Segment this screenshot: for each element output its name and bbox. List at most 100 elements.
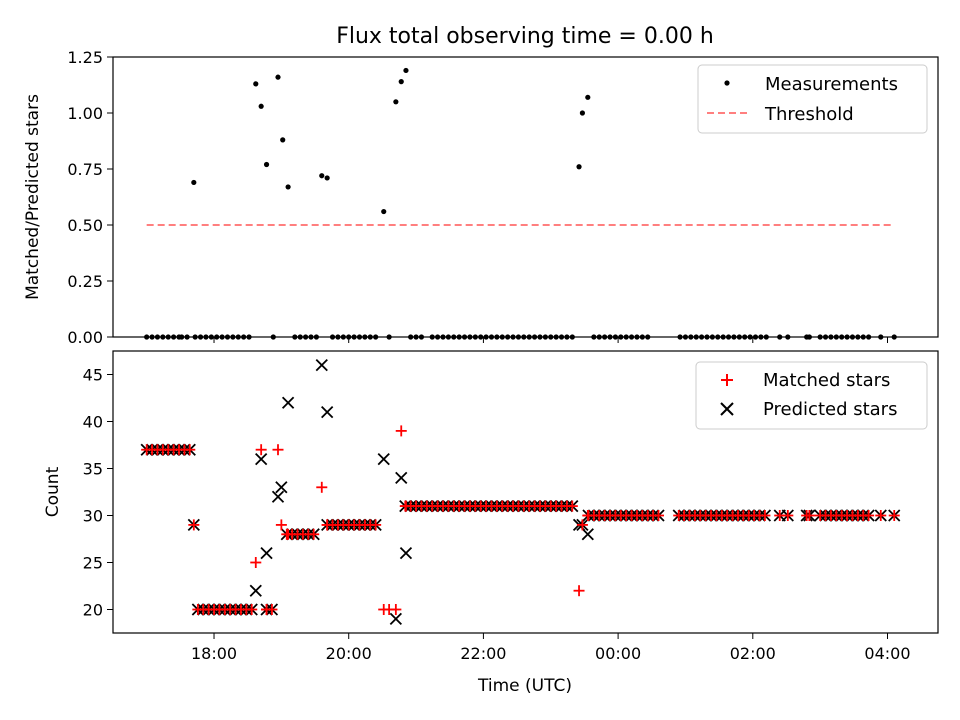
predicted-star-point bbox=[260, 546, 273, 560]
matched-star-point bbox=[759, 510, 771, 521]
predicted-star-point bbox=[377, 452, 390, 466]
matched-star-point bbox=[653, 510, 665, 521]
measurement-point bbox=[576, 164, 582, 170]
bottom-plot-marks bbox=[140, 358, 901, 626]
matched-star-point bbox=[261, 604, 273, 615]
predicted-star-point bbox=[275, 481, 288, 494]
matched-star-point bbox=[188, 519, 200, 531]
x-axis-label: Time (UTC) bbox=[477, 676, 572, 696]
bottom-legend-box bbox=[695, 361, 928, 430]
legend-predicted-label: Predicted stars bbox=[763, 399, 897, 420]
predicted-star-point bbox=[255, 452, 268, 466]
matched-star-point bbox=[184, 444, 196, 456]
matched-star-point bbox=[275, 519, 287, 531]
measurement-point bbox=[393, 99, 399, 105]
predicted-star-point bbox=[395, 471, 408, 485]
top-legend: Measurements Threshold bbox=[697, 64, 928, 134]
top-y-tick-label: 0.75 bbox=[67, 160, 103, 179]
top-y-axis-label: Matched/Predicted stars bbox=[23, 94, 43, 300]
matched-star-point bbox=[395, 425, 407, 437]
legend-measurements-marker bbox=[724, 80, 730, 86]
predicted-cross-b bbox=[399, 546, 413, 560]
matched-star-point bbox=[321, 519, 333, 531]
matched-star-point bbox=[390, 604, 402, 615]
bottom-y-tick-label: 40 bbox=[83, 413, 103, 432]
matched-star-point bbox=[576, 519, 588, 531]
legend-matched-label: Matched stars bbox=[763, 370, 890, 391]
measurement-point bbox=[381, 208, 387, 215]
x-tick-label: 20:00 bbox=[326, 644, 372, 663]
predicted-cross-b bbox=[321, 405, 334, 419]
bottom-y-axis-label: Count bbox=[43, 466, 63, 517]
matched-star-point bbox=[863, 510, 875, 521]
predicted-cross-b bbox=[249, 584, 262, 597]
top-panel: 0.00 0.25 0.50 0.75 1.00 1.25 Matched/Predict… bbox=[23, 48, 939, 347]
bottom-y-tick-label: 35 bbox=[83, 460, 103, 479]
matched-star-point bbox=[272, 444, 284, 456]
matched-star-point bbox=[246, 604, 258, 615]
x-tick-label: 22:00 bbox=[460, 644, 506, 663]
matched-star-point bbox=[582, 510, 594, 521]
predicted-star-point bbox=[581, 528, 594, 541]
top-y-tick-label: 0.25 bbox=[67, 272, 103, 291]
measurement-point bbox=[579, 110, 586, 116]
measurement-point bbox=[585, 94, 591, 100]
matched-star-point bbox=[316, 481, 328, 493]
top-y-tick-label: 1.00 bbox=[67, 104, 103, 123]
top-legend-box bbox=[697, 64, 928, 134]
chart-title: Flux total observing time = 0.00 h bbox=[336, 24, 714, 49]
bottom-y-tick-label: 20 bbox=[83, 601, 103, 620]
bottom-panel: 18:00 20:00 22:00 00:00 02:00 04:00 20 25 30 35 40… bbox=[43, 350, 939, 696]
matched-star-point bbox=[308, 528, 320, 540]
predicted-cross-b bbox=[395, 471, 408, 485]
predicted-star-point bbox=[271, 490, 285, 503]
predicted-cross-b bbox=[275, 481, 288, 494]
measurement-point bbox=[324, 175, 330, 181]
measurement-point bbox=[403, 67, 409, 74]
matched-star-point bbox=[573, 585, 585, 597]
predicted-cross-b bbox=[389, 612, 402, 626]
legend-measurements-label: Measurements bbox=[765, 74, 898, 95]
legend-threshold-label: Threshold bbox=[764, 104, 854, 125]
matched-star-point bbox=[803, 510, 815, 521]
measurement-point bbox=[275, 74, 281, 80]
matched-star-point bbox=[400, 500, 412, 512]
measurement-point bbox=[319, 173, 325, 179]
predicted-star-point bbox=[389, 612, 402, 626]
measurement-point bbox=[398, 79, 404, 85]
predicted-cross-b bbox=[260, 546, 273, 560]
matched-star-point bbox=[888, 510, 900, 521]
measurement-point bbox=[191, 179, 197, 186]
bottom-legend: Matched stars Predicted stars bbox=[695, 361, 928, 430]
predicted-star-point bbox=[315, 358, 328, 372]
x-tick-label: 00:00 bbox=[595, 644, 641, 663]
top-y-tick-label: 0.00 bbox=[67, 328, 103, 347]
matched-star-point bbox=[782, 510, 794, 521]
measurement-point bbox=[285, 184, 291, 190]
matched-star-point bbox=[250, 557, 262, 568]
matched-star-point bbox=[282, 528, 294, 540]
predicted-star-point bbox=[281, 396, 295, 409]
top-y-tick-label: 0.50 bbox=[67, 216, 103, 235]
predicted-star-point bbox=[249, 584, 262, 597]
x-tick-label: 18:00 bbox=[191, 644, 237, 663]
predicted-cross-b bbox=[255, 452, 268, 466]
legend-predicted-marker bbox=[720, 402, 734, 416]
matched-star-point bbox=[566, 500, 578, 512]
matched-star-point bbox=[370, 519, 382, 531]
x-tick-label: 04:00 bbox=[864, 644, 910, 663]
top-axes-frame bbox=[112, 56, 939, 338]
top-axis-ticks: 0.00 0.25 0.50 0.75 1.00 1.25 bbox=[67, 48, 888, 347]
predicted-cross-b bbox=[377, 452, 390, 466]
measurement-point bbox=[258, 103, 264, 109]
predicted-cross-b bbox=[281, 396, 295, 409]
predicted-star-point bbox=[399, 546, 413, 560]
bottom-y-tick-label: 25 bbox=[83, 554, 103, 573]
predicted-cross-b bbox=[581, 528, 594, 541]
bottom-axis-ticks: 18:00 20:00 22:00 00:00 02:00 04:00 20 25 30 35 40… bbox=[83, 366, 911, 664]
x-tick-label: 02:00 bbox=[730, 644, 776, 663]
top-y-tick-label: 1.25 bbox=[67, 48, 103, 67]
measurement-point bbox=[263, 161, 270, 168]
predicted-cross-b bbox=[271, 490, 285, 503]
